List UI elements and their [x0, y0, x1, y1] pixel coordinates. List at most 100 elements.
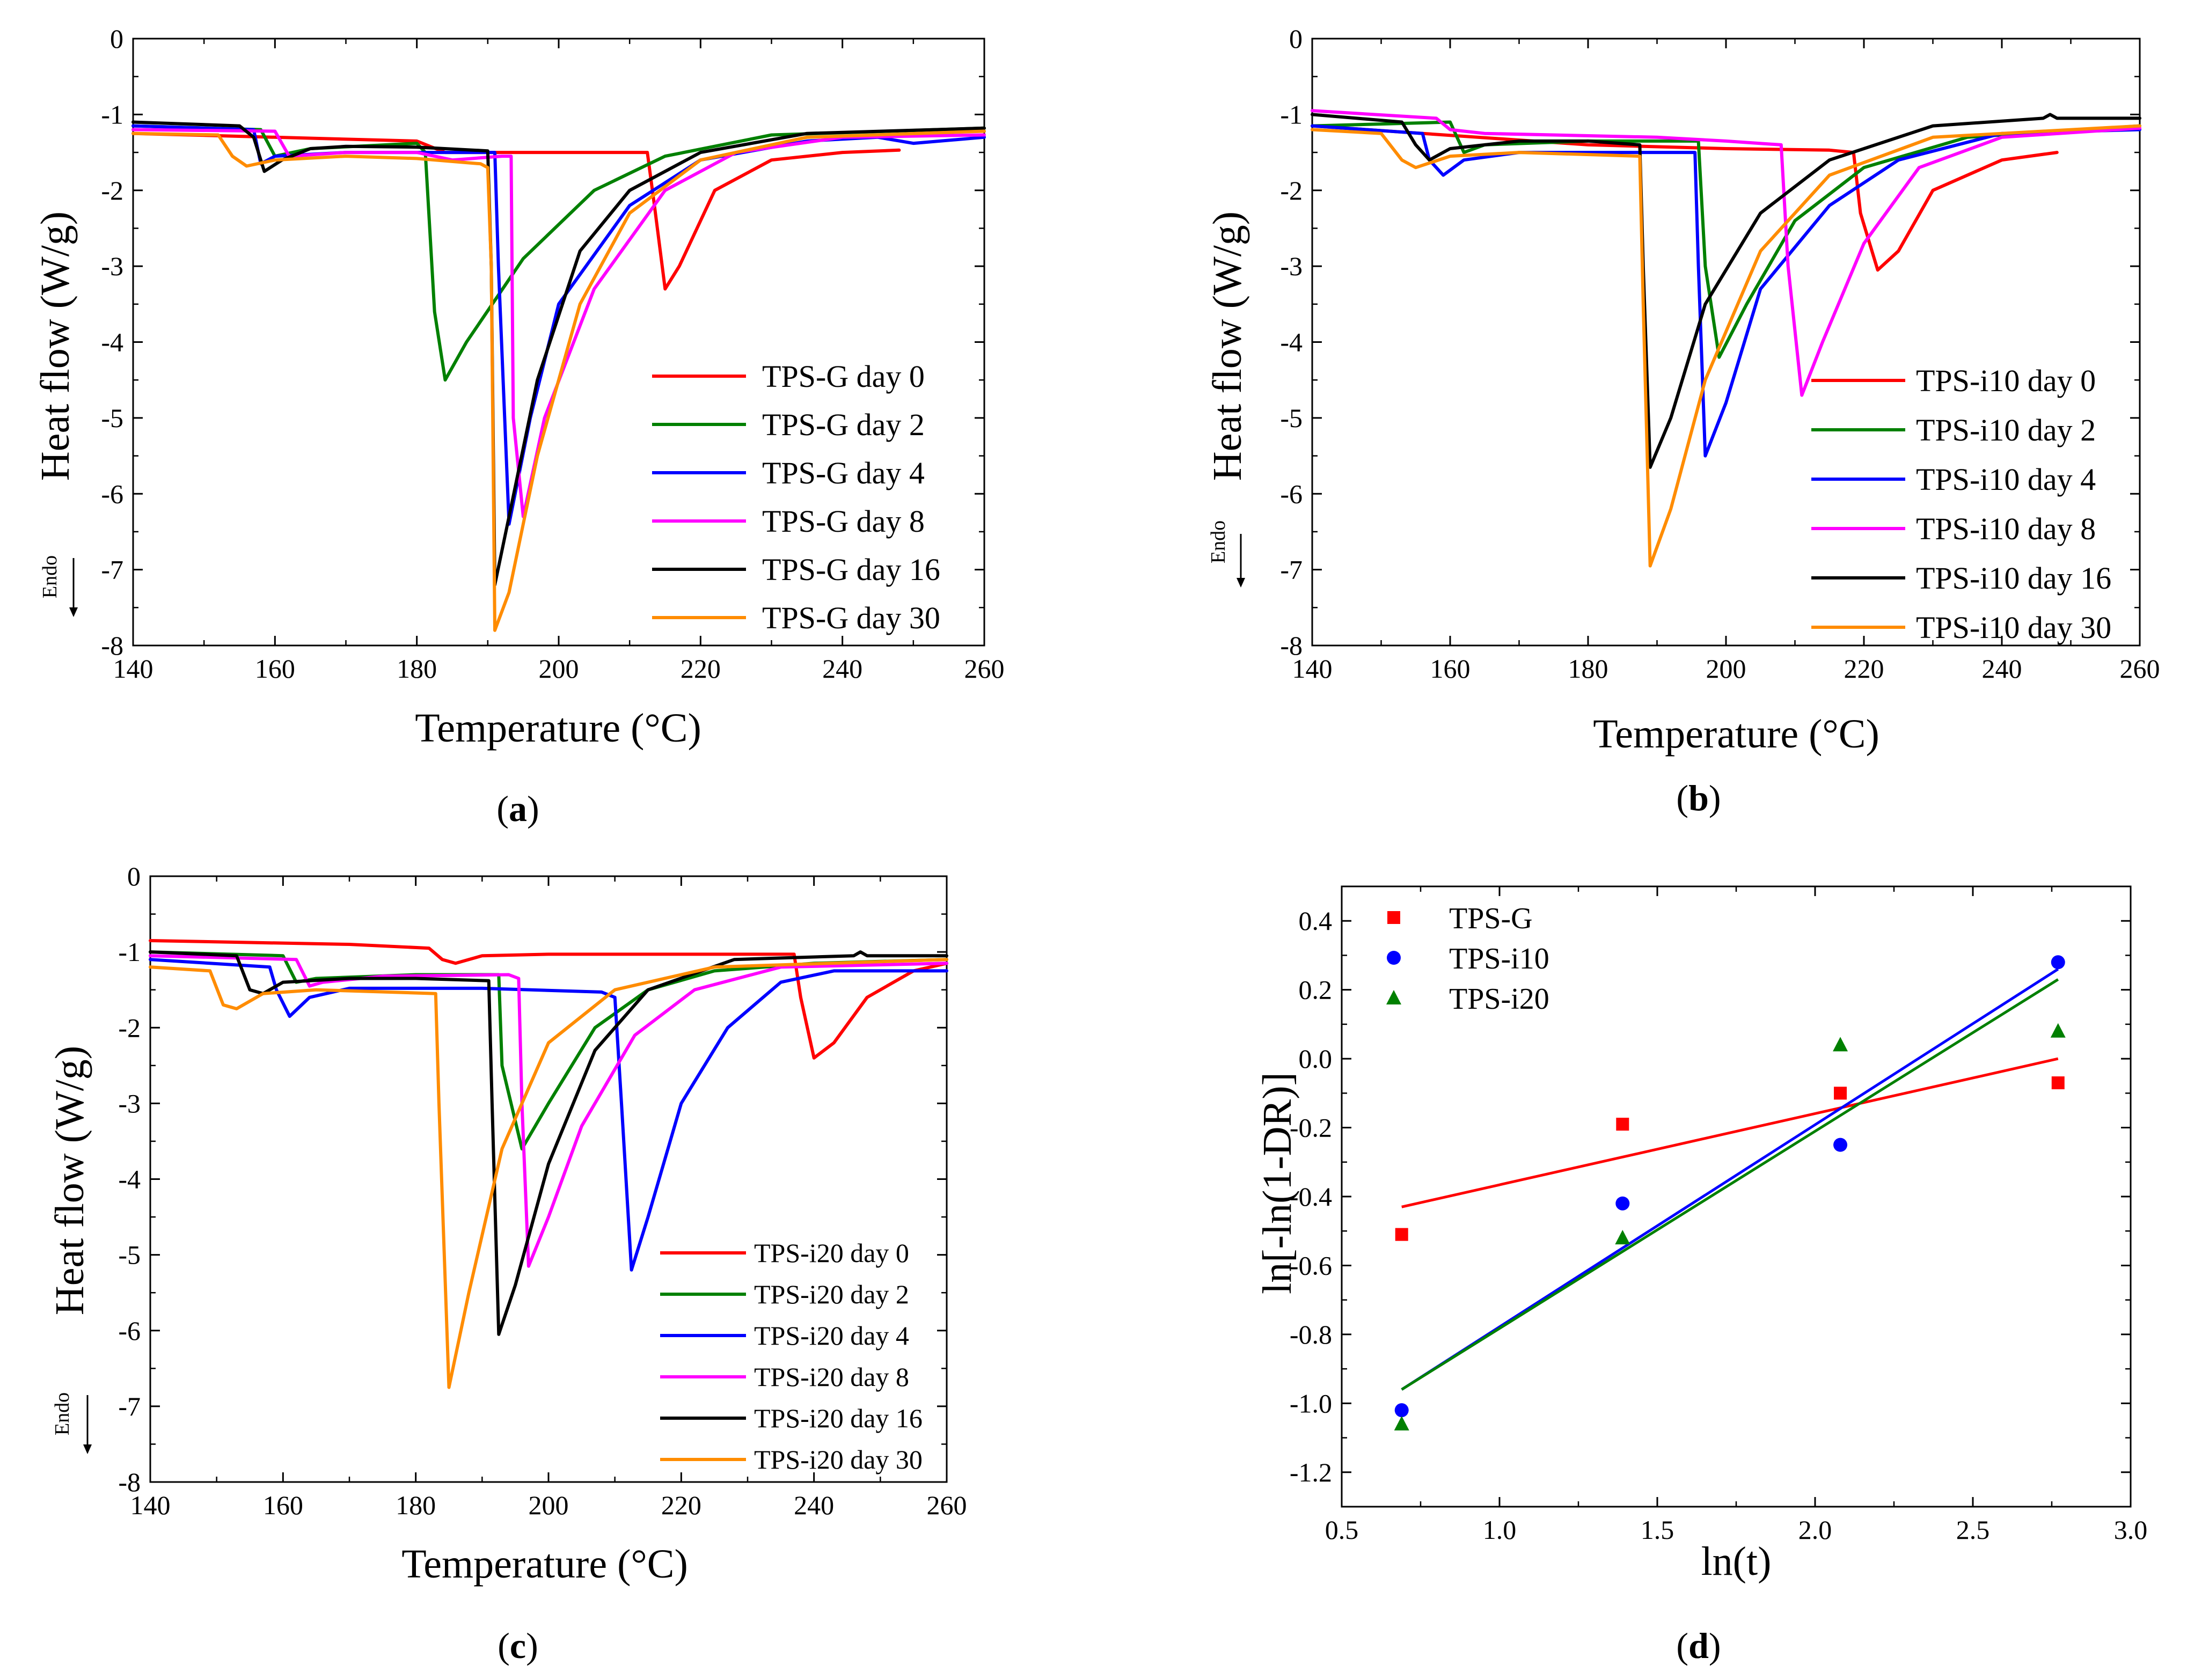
panel-d-xtick-label: 2.5 [1956, 1515, 1990, 1545]
panel-a-legend-label-3: TPS-G day 8 [762, 504, 925, 539]
panel-c-legend-label-4: TPS-i20 day 16 [754, 1403, 923, 1433]
panel-c-xtick-label: 220 [661, 1490, 701, 1520]
panel-a-chart: Heat flow (W/g) Endo Temperature (°C) (a… [33, 24, 1005, 829]
panel-a-xtick-label: 160 [255, 654, 295, 684]
panel-b-ytick-label: -2 [1280, 175, 1303, 206]
panel-d-legend-marker-0 [1387, 911, 1400, 924]
panel-d-ytick-label: -1.0 [1290, 1388, 1332, 1418]
panel-c-legend-label-0: TPS-i20 day 0 [754, 1238, 909, 1268]
panel-d-legend-label-1: TPS-i10 [1449, 942, 1549, 975]
panel-d-xtick-label: 3.0 [2114, 1515, 2148, 1545]
panel-d-ytick-label: -1.2 [1290, 1457, 1332, 1487]
panel-c-ytick-label: -4 [118, 1164, 141, 1194]
panel-b-xtick-label: 220 [1844, 654, 1884, 684]
panel-d-ytick-label: 0.2 [1299, 975, 1333, 1005]
panel-c-legend-label-3: TPS-i20 day 8 [754, 1362, 909, 1392]
panel-c-xtick-label: 160 [263, 1490, 303, 1520]
panel-a-legend-label-5: TPS-G day 30 [762, 600, 940, 635]
panel-b-series-line-4 [1311, 113, 2141, 469]
panel-c-ytick-label: -7 [118, 1391, 141, 1421]
panel-c-legend-label-2: TPS-i20 day 4 [754, 1320, 909, 1351]
panel-c-ytick-label: -2 [118, 1013, 141, 1043]
panel-d-ytick-label: 0.0 [1299, 1044, 1333, 1074]
panel-c-caption: (c) [498, 1625, 538, 1666]
panel-d-point-2-3 [2050, 1023, 2066, 1038]
panel-c-xtick-label: 240 [794, 1490, 834, 1520]
panel-b-xtick-label: 260 [2120, 654, 2160, 684]
panel-d-ytick-label: -0.8 [1290, 1319, 1332, 1349]
panel-c-series-line-4 [149, 950, 948, 1336]
panel-b-endo-arrow-head [1237, 578, 1245, 588]
panel-d-point-1-2 [1833, 1138, 1848, 1152]
panel-d-legend-marker-1 [1387, 951, 1401, 965]
panel-c-series-line-1 [149, 950, 948, 1151]
panel-b-legend-label-5: TPS-i10 day 30 [1916, 610, 2111, 645]
panel-b-ytick-label: 0 [1289, 24, 1303, 54]
panel-d-caption: (d) [1676, 1625, 1721, 1666]
panel-d-chart: ln[-ln(1-DR)] ln(t) (d) 0.5 1.0 1.5 2.0 2.5 3… [1255, 885, 2148, 1666]
panel-b-legend-label-0: TPS-i10 day 0 [1916, 363, 2096, 398]
panel-b-xtick-label: 140 [1292, 654, 1333, 684]
panel-a-xtick-label: 220 [681, 654, 721, 684]
panel-b-xtick-label: 180 [1568, 654, 1608, 684]
panel-b-caption: (b) [1676, 777, 1721, 818]
panel-d-fit-line-2 [1401, 978, 2059, 1391]
panel-b-ytick-label: -5 [1280, 403, 1303, 433]
panel-a-xtick-label: 240 [822, 654, 862, 684]
panel-c-ylabel: Heat flow (W/g) [47, 1046, 92, 1315]
panel-a-endo-label: Endo [39, 555, 61, 598]
panel-b-series-line-0 [1311, 124, 2059, 272]
panel-a-series-line-5 [131, 129, 986, 632]
panel-c-ytick-label: -5 [118, 1240, 141, 1270]
panel-b-ytick-label: -1 [1280, 99, 1303, 129]
panel-a-endo-arrow-head [69, 607, 78, 617]
panel-c-ytick-label: -3 [118, 1088, 141, 1118]
panel-d-point-2-2 [1833, 1037, 1848, 1052]
panel-a-legend-label-0: TPS-G day 0 [762, 359, 925, 394]
panel-a-legend-label-4: TPS-G day 16 [762, 552, 940, 587]
panel-c-endo-arrow-head [83, 1444, 92, 1454]
panel-a-xtick-label: 180 [397, 654, 437, 684]
panel-a-xtick-label: 140 [113, 654, 153, 684]
panel-c-caption-letter: c [510, 1625, 526, 1666]
panel-a-ytick-label: -1 [101, 99, 123, 129]
panel-b-xtick-label: 160 [1430, 654, 1471, 684]
panel-b-ytick-label: -7 [1280, 555, 1303, 585]
panel-b-ytick-label: -3 [1280, 251, 1303, 281]
panel-d-legend-marker-2 [1386, 990, 1401, 1004]
panel-d-legend-label-0: TPS-G [1449, 902, 1533, 935]
panel-b-legend-label-4: TPS-i10 day 16 [1916, 561, 2111, 596]
panel-a-ytick-label: -7 [101, 555, 123, 585]
panel-c-ytick-label: -1 [118, 937, 141, 967]
panel-d-point-1-1 [1615, 1196, 1630, 1211]
panel-b-legend-label-1: TPS-i10 day 2 [1916, 413, 2096, 447]
panel-b-legend-label-3: TPS-i10 day 8 [1916, 511, 2096, 546]
panel-d-plot-frame [1341, 885, 2132, 1508]
panel-c-xtick-label: 260 [927, 1490, 967, 1520]
panel-c-xtick-label: 180 [396, 1490, 436, 1520]
panel-c-ytick-label: -8 [118, 1467, 141, 1497]
panel-a-ytick-label: 0 [110, 24, 123, 54]
panel-a-xlabel: Temperature (°C) [415, 706, 701, 751]
panel-d-xtick-label: 0.5 [1325, 1515, 1359, 1545]
panel-c-series-line-2 [149, 958, 948, 1272]
panel-c-legend-label-5: TPS-i20 day 30 [754, 1444, 923, 1474]
panel-d-point-0-2 [1834, 1087, 1847, 1100]
panel-a-ytick-label: -2 [101, 175, 123, 206]
panel-a-ytick-label: -5 [101, 403, 123, 433]
panel-b-series-line-1 [1311, 120, 2141, 359]
panel-d-xtick-label: 1.5 [1641, 1515, 1674, 1545]
panel-d-point-0-1 [1616, 1118, 1629, 1131]
panel-d-point-1-0 [1394, 1403, 1409, 1418]
panel-c-endo-label: Endo [51, 1392, 74, 1435]
panel-b-series-line-3 [1311, 109, 2141, 397]
panel-a-caption: (a) [496, 788, 539, 829]
panel-d-point-1-3 [2051, 955, 2065, 970]
panel-b-xtick-label: 200 [1706, 654, 1746, 684]
panel-d-fit-line-1 [1401, 968, 2059, 1391]
panel-d-xtick-label: 2.0 [1798, 1515, 1832, 1545]
panel-d-ytick-label: -0.6 [1290, 1250, 1332, 1280]
panel-a-xtick-label: 200 [539, 654, 579, 684]
panel-c-ytick-label: -6 [118, 1316, 141, 1346]
